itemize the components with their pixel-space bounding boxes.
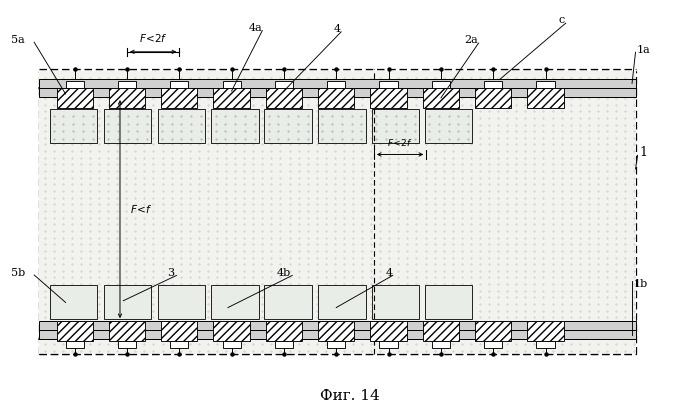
Bar (39, 71, 635, 354)
Bar (423, 321, 459, 341)
Bar (432, 341, 450, 348)
Bar (380, 81, 398, 88)
Bar (372, 285, 419, 319)
Bar (50, 109, 97, 143)
Text: $F\!<\!2f$: $F\!<\!2f$ (387, 137, 412, 148)
Bar (171, 81, 188, 88)
Bar (171, 341, 188, 348)
Text: 4: 4 (334, 24, 341, 34)
Bar (425, 285, 473, 319)
Bar (57, 88, 93, 108)
Bar (158, 109, 205, 143)
Bar (318, 285, 366, 319)
Bar (66, 341, 84, 348)
Text: 1: 1 (640, 146, 648, 159)
Bar (266, 88, 302, 108)
Bar (484, 341, 503, 348)
Bar (318, 109, 366, 143)
Bar (50, 285, 97, 319)
Text: 4b: 4b (276, 268, 291, 278)
Bar (39, 79, 635, 88)
Text: 2a: 2a (465, 35, 478, 45)
Bar (57, 321, 93, 341)
Text: $F\!<\!2f$: $F\!<\!2f$ (138, 33, 168, 44)
Bar (211, 109, 259, 143)
Text: 4: 4 (386, 268, 393, 278)
Bar (527, 321, 563, 341)
Bar (275, 81, 293, 88)
Bar (161, 321, 197, 341)
Bar (536, 81, 554, 88)
Bar (222, 81, 240, 88)
Bar (118, 341, 136, 348)
Text: 5b: 5b (11, 268, 25, 278)
Text: $F\!<\!f$: $F\!<\!f$ (131, 203, 153, 215)
Bar (104, 285, 152, 319)
Bar (158, 285, 205, 319)
Bar (475, 88, 512, 108)
Bar (266, 321, 302, 341)
Bar (527, 88, 563, 108)
Bar (425, 109, 473, 143)
Bar (327, 81, 345, 88)
Bar (327, 341, 345, 348)
Text: 3: 3 (167, 268, 174, 278)
Bar (318, 88, 354, 108)
Bar (264, 109, 312, 143)
Bar (161, 88, 197, 108)
Bar (39, 321, 635, 330)
Bar (39, 330, 635, 339)
Bar (109, 321, 145, 341)
Text: Фиг. 14: Фиг. 14 (319, 389, 380, 402)
Bar (423, 88, 459, 108)
Bar (118, 81, 136, 88)
Bar (380, 341, 398, 348)
Text: c: c (559, 15, 565, 25)
Bar (475, 321, 512, 341)
Bar (370, 321, 407, 341)
Bar (211, 285, 259, 319)
Bar (484, 81, 503, 88)
Bar (432, 81, 450, 88)
Bar (318, 321, 354, 341)
Bar (213, 321, 250, 341)
Bar (66, 81, 84, 88)
Text: 5a: 5a (11, 35, 25, 45)
Bar (264, 285, 312, 319)
Bar (370, 88, 407, 108)
Bar (222, 341, 240, 348)
Bar (213, 88, 250, 108)
Text: 1a: 1a (637, 45, 651, 55)
Bar (372, 109, 419, 143)
Text: 4a: 4a (248, 23, 262, 33)
Bar (39, 88, 635, 97)
Text: 1b: 1b (634, 279, 649, 289)
Bar (275, 341, 293, 348)
Bar (536, 341, 554, 348)
Bar (109, 88, 145, 108)
Bar (104, 109, 152, 143)
